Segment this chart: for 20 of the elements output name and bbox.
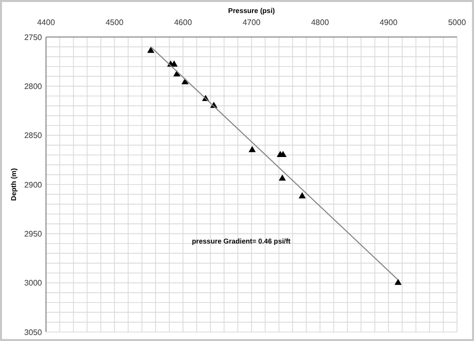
y-tick-label: 2950: [24, 229, 43, 238]
y-tick-label: 2800: [24, 82, 43, 91]
x-tick-label: 4400: [37, 18, 56, 27]
x-tick-label: 4500: [106, 18, 124, 27]
point: [278, 174, 286, 181]
y-tick-label: 3050: [24, 328, 43, 337]
point: [248, 146, 256, 152]
x-tick-label: 4800: [311, 18, 330, 27]
x-tick-label: 5000: [448, 18, 466, 27]
x-tick-label: 4600: [174, 18, 192, 27]
point: [147, 46, 154, 53]
point: [170, 60, 178, 67]
y-tick-label: 2900: [24, 180, 43, 190]
point: [394, 278, 402, 285]
y-tick-label: 3000: [24, 278, 43, 288]
y-tick-label: 2850: [24, 131, 43, 140]
point: [298, 192, 306, 198]
y-tick-label: 2750: [24, 32, 43, 42]
x-tick-label: 4900: [380, 18, 398, 27]
x-tick-label: 4700: [242, 18, 261, 27]
